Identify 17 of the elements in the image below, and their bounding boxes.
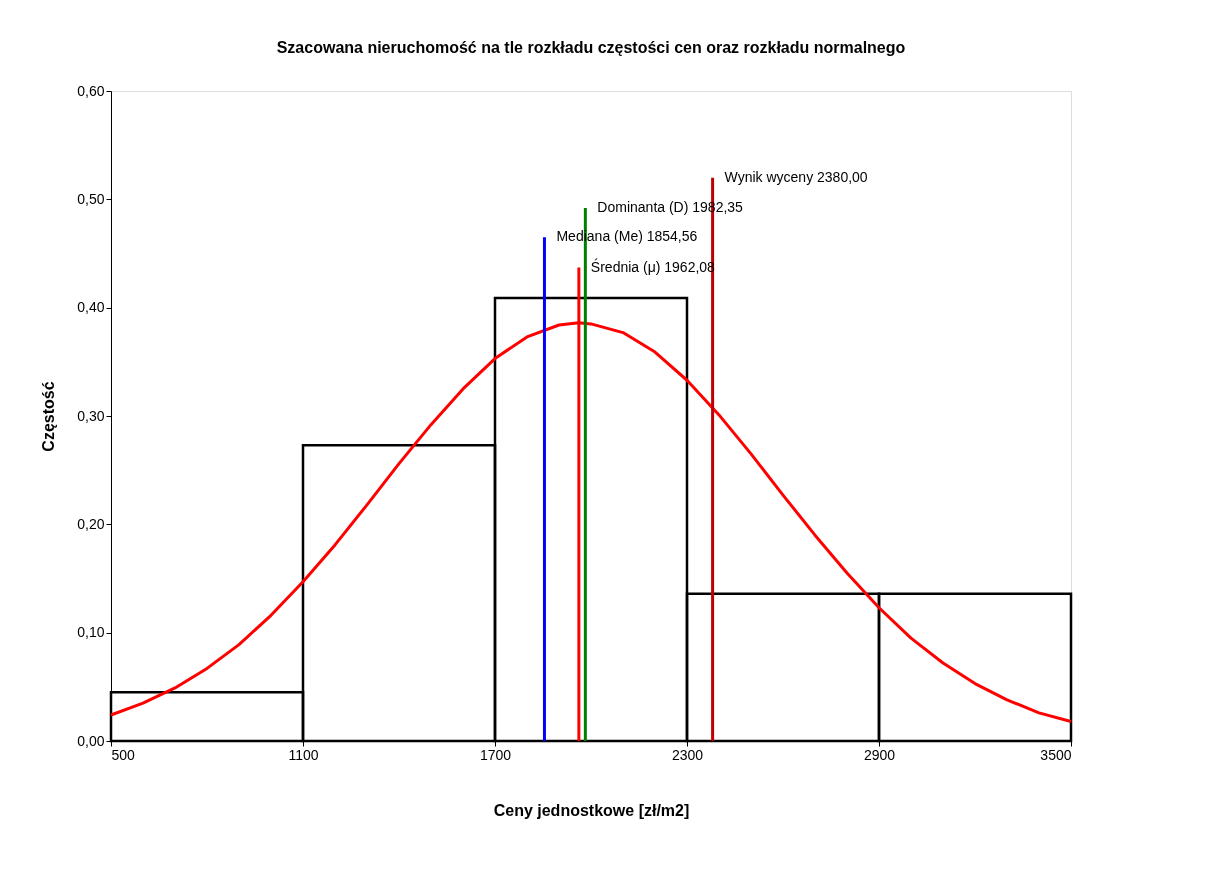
y-tick-label: 0,00 xyxy=(77,732,105,749)
y-tick-label: 0,40 xyxy=(77,299,105,316)
x-tick-label: 1100 xyxy=(288,746,319,763)
chart-title: Szacowana nieruchomość na tle rozkładu częstości cen oraz rozkładu normalnego xyxy=(276,39,906,56)
y-tick-label: 0,30 xyxy=(77,407,105,424)
y-axis-title: Częstość xyxy=(40,381,58,452)
x-axis-title: Ceny jednostkowe [zł/m2] xyxy=(493,801,690,819)
annotation: Wynik wyceny 2380,00 xyxy=(724,168,868,185)
x-tick-label: 2900 xyxy=(863,746,896,763)
x-tick-label: 1700 xyxy=(479,746,512,763)
y-tick-label: 0,20 xyxy=(77,515,105,532)
y-tick-label: 0,10 xyxy=(77,624,105,641)
y-tick-label: 0,50 xyxy=(77,190,105,207)
x-tick-label: 2300 xyxy=(671,746,704,763)
x-tick-label: 3500 xyxy=(1040,746,1072,763)
y-tick-label: 0,60 xyxy=(77,82,105,99)
x-tick-label: 500 xyxy=(111,746,136,763)
